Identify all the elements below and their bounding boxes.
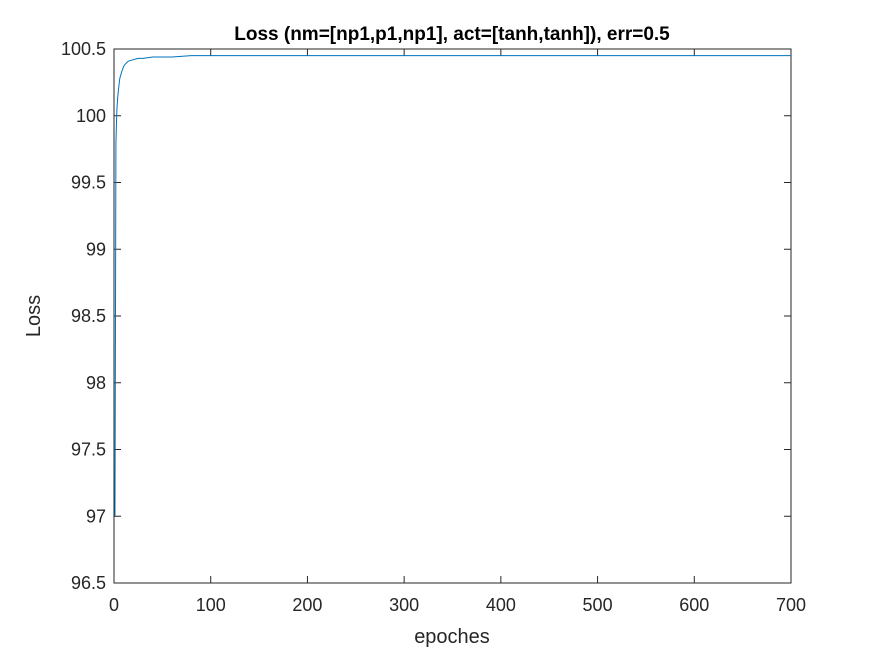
x-tick-label: 600 [679, 595, 709, 615]
x-tick-label: 400 [486, 595, 516, 615]
x-tick-label: 300 [389, 595, 419, 615]
y-tick-label: 97.5 [71, 440, 106, 460]
y-axis: 96.5 97 97.5 98 98.5 99 99.5 100 100.5 [61, 39, 791, 593]
loss-series-line [114, 55, 791, 517]
y-tick-label: 98 [86, 373, 106, 393]
y-tick-label: 99.5 [71, 173, 106, 193]
x-tick-label: 700 [776, 595, 806, 615]
y-tick-label: 100.5 [61, 39, 106, 59]
plot-area [113, 48, 792, 584]
y-tick-label: 99 [86, 239, 106, 259]
x-tick-label: 200 [292, 595, 322, 615]
y-tick-label: 98.5 [71, 306, 106, 326]
x-tick-label: 0 [109, 595, 119, 615]
chart-title: Loss (nm=[np1,p1,np1], act=[tanh,tanh]),… [234, 24, 670, 45]
y-tick-label: 96.5 [71, 573, 106, 593]
x-axis-label: epoches [414, 626, 490, 648]
x-axis: 0 100 200 300 400 500 600 700 [109, 49, 806, 615]
x-tick-label: 500 [583, 595, 613, 615]
y-axis-label: Loss [23, 295, 45, 337]
y-tick-label: 100 [76, 106, 106, 126]
x-tick-label: 100 [196, 595, 226, 615]
y-tick-label: 97 [86, 506, 106, 526]
